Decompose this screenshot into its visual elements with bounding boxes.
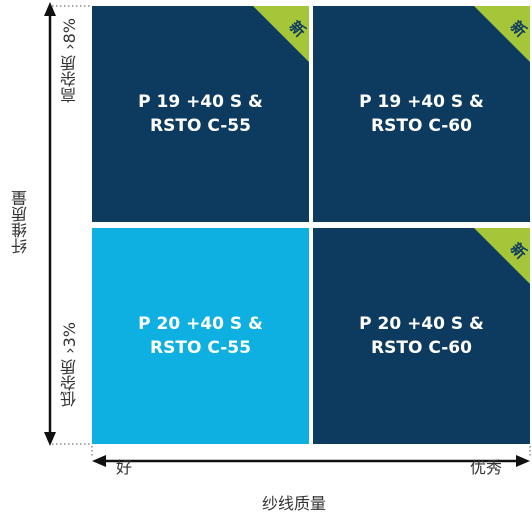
x-axis-arrow-left [92,455,106,467]
cell-label-line2: RSTO C-55 [150,116,251,136]
cell-label-line1: P 20 +40 S & [138,314,263,334]
x-axis-low-label: 好 [116,458,133,477]
cell-label-line2: RSTO C-55 [150,338,251,358]
cell-label-line1: P 19 +40 S & [138,92,263,112]
y-axis-arrow-down [44,432,56,446]
cell-bottom-right: 新 P 20 +40 S & RSTO C-60 [313,228,530,444]
cell-top-right: 新 P 19 +40 S & RSTO C-60 [313,6,530,222]
y-axis-title: 纤维质量 [11,190,30,254]
cell-label-line2: RSTO C-60 [371,338,472,358]
cell-label-line1: P 19 +40 S & [359,92,484,112]
y-axis-arrow-up [44,2,56,16]
cell-label-line1: P 20 +40 S & [359,314,484,334]
y-axis-high-label: 高杂质 ›8% [60,18,79,103]
x-axis-high-label: 优秀 [470,458,503,477]
x-axis-title: 纱线质量 [262,494,327,513]
cell-top-left: 新 P 19 +40 S & RSTO C-55 [92,6,309,222]
x-axis-arrow-right [516,455,530,467]
y-axis-low-label: 低杂质 ›3% [60,322,79,407]
cell-label-line2: RSTO C-60 [371,116,472,136]
cell-bottom-left: P 20 +40 S & RSTO C-55 [92,228,309,444]
